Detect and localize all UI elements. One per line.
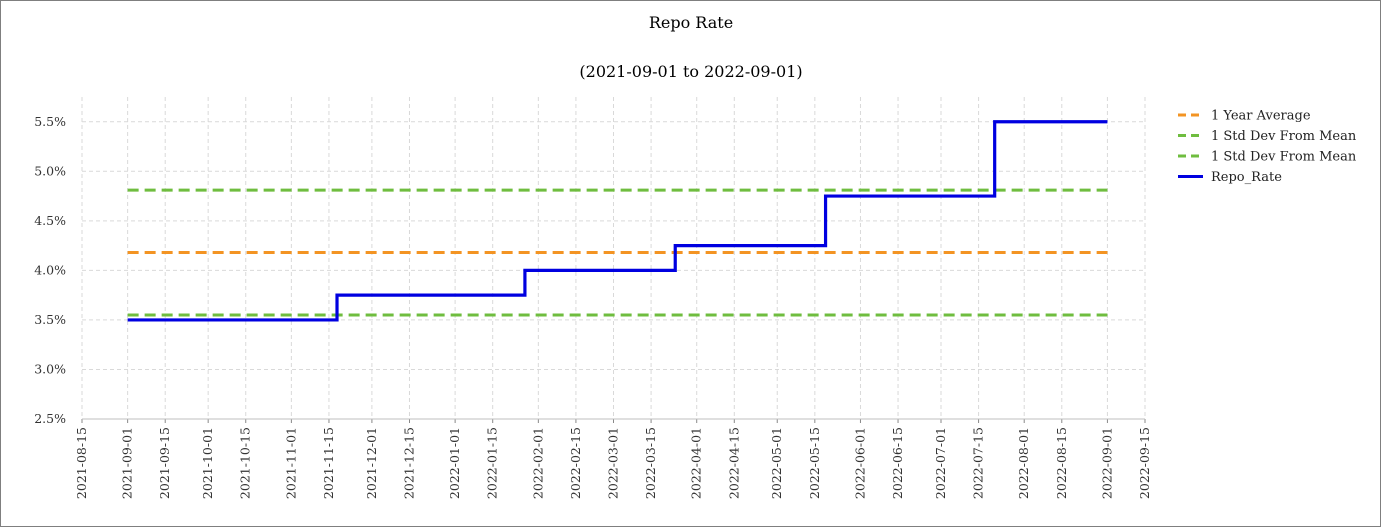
x-tick-label: 2021-10-01 <box>200 427 215 499</box>
series-line-3 <box>127 120 1108 322</box>
x-tick-label: 2021-12-01 <box>364 427 379 499</box>
x-tick-label: 2022-08-15 <box>1054 427 1069 499</box>
x-tick-label: 2022-04-01 <box>689 427 704 499</box>
x-tick-label: 2022-07-01 <box>933 427 948 499</box>
y-tick-label: 5.5% <box>34 114 66 129</box>
legend-label: 1 Std Dev From Mean <box>1211 129 1357 144</box>
x-tick-label: 2022-03-01 <box>606 427 621 499</box>
y-tick-label: 4.5% <box>34 213 66 228</box>
series-group <box>127 120 1108 322</box>
x-tick-label: 2022-01-15 <box>485 427 500 499</box>
legend-label: 1 Std Dev From Mean <box>1211 150 1357 165</box>
legend-label: 1 Year Average <box>1211 109 1311 124</box>
y-tick-label: 2.5% <box>34 411 66 426</box>
x-tick-label: 2022-03-15 <box>643 427 658 499</box>
y-tick-label: 3.5% <box>34 312 66 327</box>
x-tick-label: 2021-11-01 <box>283 427 298 499</box>
x-tick-label: 2021-09-01 <box>120 427 135 499</box>
x-tick-label: 2022-04-15 <box>726 427 741 499</box>
x-axis: 2021-08-15 2021-09-01 2021-09-15 2021-10-01… <box>74 418 1152 499</box>
legend: 1 Year Average 1 Std Dev From Mean 1 Std D… <box>1178 109 1357 185</box>
x-tick-label: 2021-12-15 <box>401 427 416 499</box>
y-axis: 2.5% 3.0% 3.5% 4.0% 4.5% 5.0% 5.5% <box>34 114 66 426</box>
x-tick-label: 2022-02-15 <box>568 427 583 499</box>
y-tick-label: 4.0% <box>34 262 66 277</box>
grid-lines <box>81 97 1146 420</box>
y-tick-label: 3.0% <box>34 361 66 376</box>
x-tick-label: 2021-10-15 <box>238 427 253 499</box>
x-tick-label: 2022-09-01 <box>1099 427 1114 499</box>
x-tick-label: 2021-08-15 <box>74 427 89 499</box>
x-tick-label: 2022-06-01 <box>852 427 867 499</box>
x-tick-label: 2021-11-15 <box>321 427 336 499</box>
x-tick-label: 2021-09-15 <box>157 427 172 499</box>
x-tick-label: 2022-05-01 <box>769 427 784 499</box>
x-tick-label: 2022-07-15 <box>971 427 986 499</box>
x-tick-label: 2022-01-01 <box>447 427 462 499</box>
chart-subtitle: (2021-09-01 to 2022-09-01) <box>579 62 802 81</box>
y-tick-label: 5.0% <box>34 163 66 178</box>
x-tick-label: 2022-08-01 <box>1016 427 1031 499</box>
x-tick-label: 2022-06-15 <box>890 427 905 499</box>
chart-title: Repo Rate <box>649 13 733 32</box>
x-tick-label: 2022-09-15 <box>1137 427 1152 499</box>
legend-label: Repo_Rate <box>1211 170 1282 185</box>
x-tick-label: 2022-02-01 <box>530 427 545 499</box>
x-tick-label: 2022-05-15 <box>807 427 822 499</box>
